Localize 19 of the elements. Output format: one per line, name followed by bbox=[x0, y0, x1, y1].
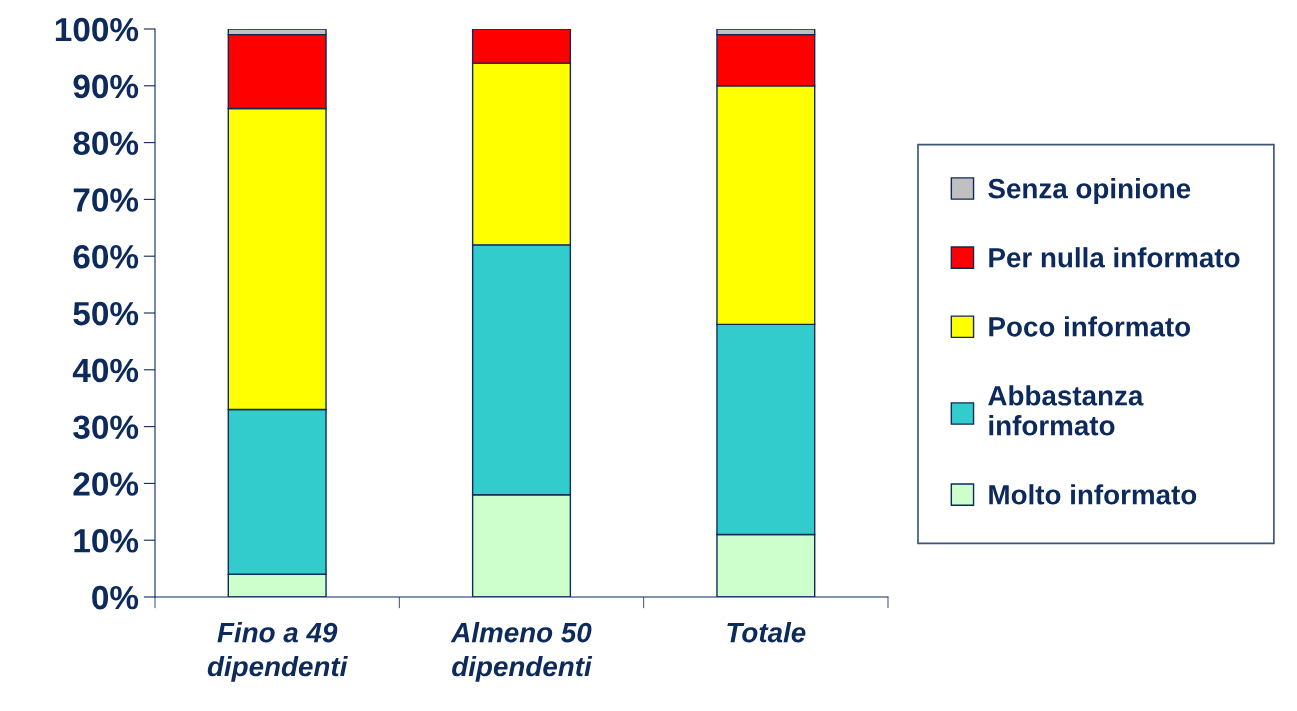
legend-label: Senza opinione bbox=[988, 178, 1191, 204]
y-tick-label: 0% bbox=[92, 585, 139, 610]
y-tick-label: 50% bbox=[73, 301, 139, 326]
legend-label: Abbastanza informato bbox=[988, 385, 1144, 436]
legend-label: Molto informato bbox=[989, 484, 1197, 505]
y-tick-label: 20% bbox=[73, 472, 139, 496]
y-tick-label: 90% bbox=[73, 74, 139, 99]
legend-label: Per nulla informato bbox=[989, 247, 1240, 268]
x-tick-label: Fino a 49 dipendenti bbox=[207, 622, 348, 682]
y-tick-label: 10% bbox=[74, 529, 139, 553]
x-tick-label: Almeno 50 dipendenti bbox=[450, 622, 593, 682]
y-tick-label: 70% bbox=[73, 188, 139, 212]
y-tick-label: 80% bbox=[73, 131, 139, 156]
y-tick-label: 60% bbox=[73, 245, 139, 269]
y-tick-label: 100% bbox=[55, 17, 139, 42]
legend-label: Poco informato bbox=[989, 316, 1191, 337]
y-tick-label: 30% bbox=[73, 415, 139, 440]
y-tick-label: 40% bbox=[72, 358, 139, 383]
x-tick-label: Totale bbox=[727, 622, 806, 643]
